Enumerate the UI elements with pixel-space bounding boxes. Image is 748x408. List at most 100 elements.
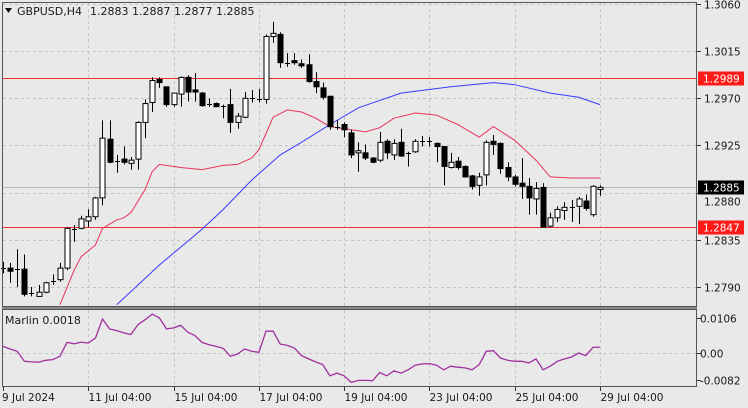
price-axis: 1.3060 1.3015 1.2970 1.2925 1.2880 1.2835 1.27… <box>697 0 741 388</box>
candle-bearish <box>540 186 547 228</box>
candle-bearish <box>526 185 533 199</box>
ohlc-values: 1.2883 1.2887 1.2877 1.2885 <box>90 5 254 18</box>
candle-bearish <box>497 142 504 170</box>
candle-bearish <box>341 124 348 131</box>
candle-bearish <box>384 140 391 154</box>
candle-bearish <box>192 89 199 93</box>
current-price-tag <box>698 180 744 195</box>
level-price-tag-label: 1.2847 <box>703 223 740 235</box>
candle-bearish <box>505 167 512 178</box>
candle-bullish <box>448 161 455 169</box>
candles <box>1 21 604 297</box>
candle-bullish <box>270 32 277 37</box>
candle-bullish <box>576 198 583 207</box>
candle-bullish <box>135 121 142 160</box>
candle-bullish <box>149 80 156 104</box>
indicator-tick-label: -0.0082 <box>700 376 741 388</box>
candle-bearish <box>327 95 334 128</box>
candle-bullish <box>235 115 242 123</box>
candle-bullish <box>483 141 490 176</box>
candle-bullish <box>78 218 85 229</box>
price-tick-label: 1.2880 <box>704 197 741 209</box>
candle-bearish <box>227 104 234 123</box>
candle-bearish <box>21 268 28 295</box>
candle-bearish <box>398 141 405 157</box>
candle-bullish <box>43 282 50 293</box>
time-tick-label: 23 Jul 04:00 <box>430 392 493 404</box>
candle-bullish <box>242 97 249 118</box>
time-tick-label: 29 Jul 04:00 <box>601 392 664 404</box>
candle-bullish <box>99 137 106 199</box>
candle-bearish <box>469 175 476 187</box>
level-price-tag-label: 1.2989 <box>703 74 740 86</box>
candle-bullish <box>64 227 71 269</box>
candle-bearish <box>455 160 462 169</box>
candle-bullish <box>355 150 362 154</box>
time-axis: 9 Jul 2024 11 Jul 04:00 15 Jul 04:00 17 Jul… <box>2 387 663 404</box>
candle-bullish <box>547 217 554 227</box>
level-price-tag <box>698 71 744 86</box>
candle-bullish <box>263 35 270 100</box>
candle-bearish <box>583 200 590 209</box>
candle-bullish <box>476 176 483 186</box>
candle-bullish <box>57 267 64 281</box>
candle-bullish <box>178 76 185 95</box>
candle-bearish <box>213 103 220 108</box>
moving-average-blue-line <box>116 82 601 306</box>
moving-average-red-line <box>59 109 600 305</box>
price-tick-label: 1.3015 <box>704 47 741 59</box>
candle-bullish <box>142 103 149 123</box>
candle-bullish <box>554 208 561 219</box>
candle-bearish <box>490 140 497 145</box>
time-tick-label: 11 Jul 04:00 <box>89 392 152 404</box>
candle-bearish <box>320 87 327 98</box>
candle-bullish <box>597 186 604 191</box>
price-tick-label: 1.2790 <box>704 283 741 295</box>
candle-bullish <box>561 206 568 211</box>
candle-bearish <box>348 132 355 156</box>
price-tick-label: 1.2925 <box>704 141 741 153</box>
candle-bearish <box>298 63 305 67</box>
candle-bullish <box>85 216 92 222</box>
time-tick-label: 19 Jul 04:00 <box>345 392 408 404</box>
price-tick-label: 1.2835 <box>704 236 741 248</box>
indicator-tick-label: 0.0106 <box>700 314 737 326</box>
candle-bullish <box>171 92 178 106</box>
candle-bearish <box>362 152 369 159</box>
candle-bullish <box>533 187 540 200</box>
symbol-label: GBPUSD,H4 <box>17 5 82 18</box>
candle-bearish <box>313 81 320 88</box>
candle-bearish <box>277 33 284 64</box>
candle-bearish <box>163 86 170 106</box>
candle-bearish <box>441 146 448 167</box>
candle-bullish <box>36 291 43 297</box>
moving-averages <box>59 82 601 306</box>
current-price-tag-label: 1.2885 <box>703 183 740 195</box>
price-tick-label: 1.3060 <box>704 0 741 12</box>
candle-bearish <box>519 182 526 187</box>
indicator-tick-label: 0.00 <box>700 349 723 361</box>
level-price-tag <box>698 220 744 235</box>
candle-bearish <box>121 158 128 163</box>
candle-bearish <box>291 60 298 64</box>
candle-bearish <box>370 157 377 163</box>
price-tags: 1.2989 1.2847 1.2885 <box>698 71 744 235</box>
candle-bullish <box>92 197 99 218</box>
indicator-label: Marlin 0.0018 <box>5 314 81 327</box>
candle-bearish <box>185 76 192 93</box>
candle-bearish <box>434 142 441 148</box>
triangle-down-icon[interactable] <box>5 8 12 13</box>
time-tick-label: 25 Jul 04:00 <box>516 392 579 404</box>
indicator-pane-border <box>2 309 697 387</box>
marlin-indicator-line <box>2 313 601 384</box>
price-tick-label: 1.2970 <box>704 94 741 106</box>
candle-bearish <box>512 176 519 185</box>
time-tick-label: 9 Jul 2024 <box>2 392 55 404</box>
main-pane-border <box>2 2 697 307</box>
candle-bearish <box>462 165 469 178</box>
candle-bullish <box>412 140 419 153</box>
candle-bullish <box>590 185 597 216</box>
pane-separator[interactable] <box>2 307 697 309</box>
candle-bearish <box>156 78 163 84</box>
